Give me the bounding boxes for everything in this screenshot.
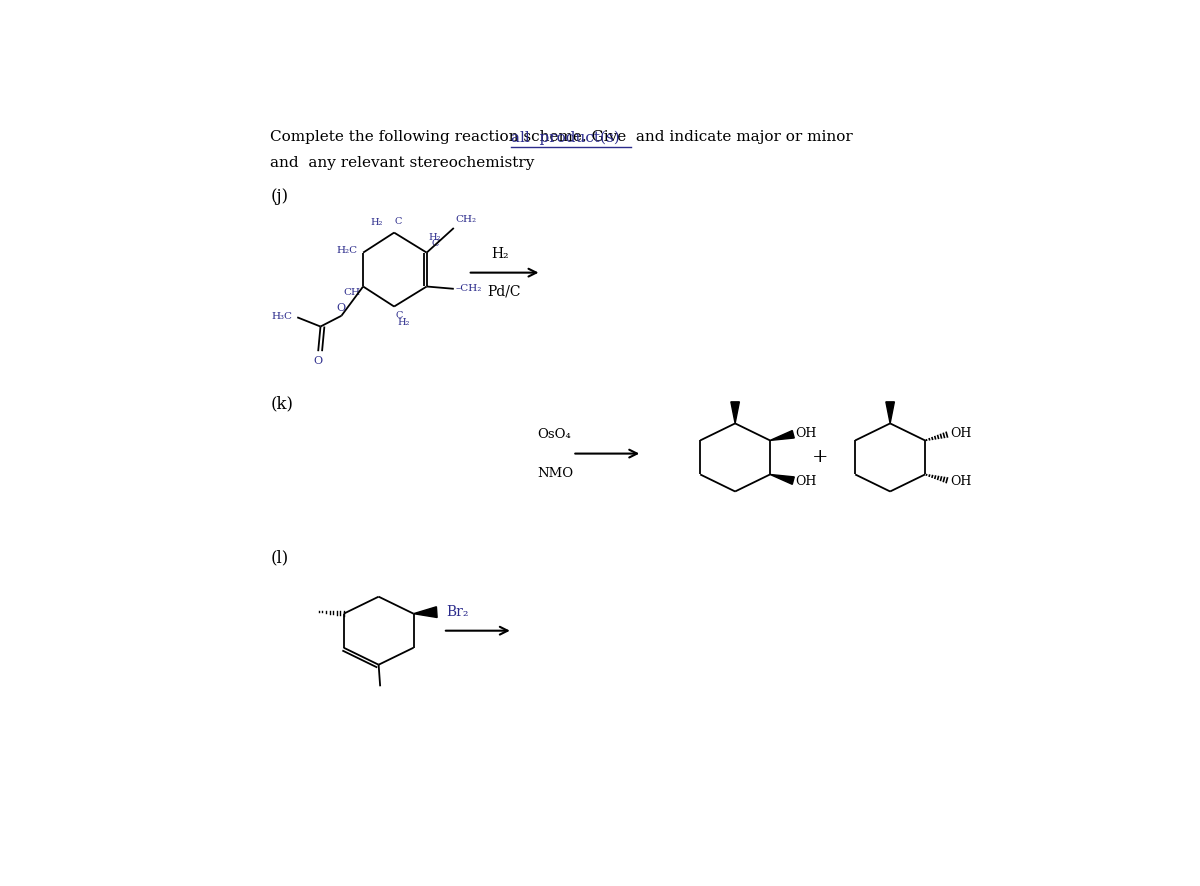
Text: +: + (812, 448, 829, 466)
Polygon shape (770, 431, 794, 440)
Text: (j): (j) (270, 188, 288, 205)
Text: all  product(s): all product(s) (511, 130, 620, 144)
Text: H₂: H₂ (491, 247, 509, 261)
Text: and indicate major or minor: and indicate major or minor (631, 130, 853, 144)
Text: CH₂: CH₂ (455, 215, 476, 224)
Text: H₃C: H₃C (271, 312, 293, 321)
Text: H₂C: H₂C (336, 245, 358, 255)
Text: C: C (394, 217, 402, 227)
Text: CH: CH (343, 288, 360, 297)
Polygon shape (886, 402, 894, 424)
Text: OH: OH (794, 475, 816, 488)
Text: OH: OH (950, 427, 971, 440)
Text: O: O (313, 356, 323, 366)
Text: Br₂: Br₂ (446, 605, 468, 619)
Text: O: O (336, 303, 346, 314)
Text: C: C (431, 239, 439, 248)
Text: H₂: H₂ (371, 218, 383, 227)
Polygon shape (731, 402, 739, 424)
Text: (k): (k) (270, 396, 293, 413)
Text: Complete the following reaction scheme. Give: Complete the following reaction scheme. … (270, 130, 631, 144)
Text: OH: OH (794, 427, 816, 440)
Text: and  any relevant stereochemistry: and any relevant stereochemistry (270, 156, 534, 169)
Polygon shape (414, 607, 437, 618)
Text: OH: OH (950, 475, 971, 488)
Text: OsO₄: OsO₄ (538, 428, 571, 440)
Text: Pd/C: Pd/C (487, 284, 521, 299)
Text: H₂: H₂ (397, 318, 409, 327)
Text: NMO: NMO (538, 467, 574, 479)
Text: –CH₂: –CH₂ (455, 284, 481, 293)
Text: H₂: H₂ (428, 233, 440, 242)
Text: (l): (l) (270, 550, 288, 567)
Text: C: C (396, 311, 403, 320)
Polygon shape (770, 475, 794, 485)
